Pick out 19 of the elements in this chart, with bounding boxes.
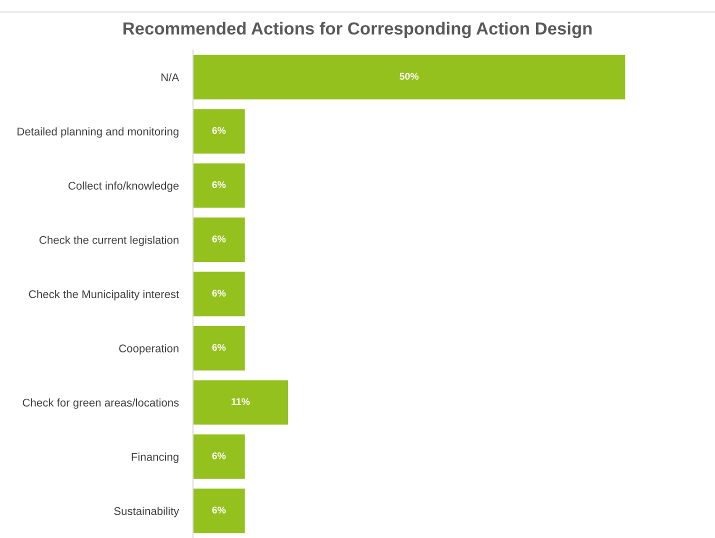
data-label: 6% <box>212 236 226 242</box>
y-tick-label: Detailed planning and monitoring <box>18 127 178 138</box>
data-label: 50% <box>400 72 419 80</box>
y-tick-label: N/A <box>162 73 180 82</box>
data-label: 6% <box>212 344 226 351</box>
data-label: 6% <box>212 127 226 134</box>
y-tick-label: Check for green areas/locations <box>22 398 179 409</box>
y-tick-label: Cooperation <box>119 344 178 355</box>
y-tick-label: Financing <box>132 452 178 463</box>
chart-title: Recommended Actions for Corresponding Action Design <box>123 22 592 38</box>
data-label: 6% <box>212 452 226 460</box>
data-label: 6% <box>212 290 226 297</box>
y-tick-label: Sustainability <box>114 506 180 518</box>
y-tick-label: Check the Municipality interest <box>29 290 180 300</box>
y-tick-label: Collect info/knowledge <box>68 182 179 192</box>
y-tick-label: Check the current legislation <box>39 236 178 246</box>
data-label: 6% <box>212 506 226 514</box>
data-label: 6% <box>212 181 226 188</box>
data-label: 11% <box>232 398 250 406</box>
